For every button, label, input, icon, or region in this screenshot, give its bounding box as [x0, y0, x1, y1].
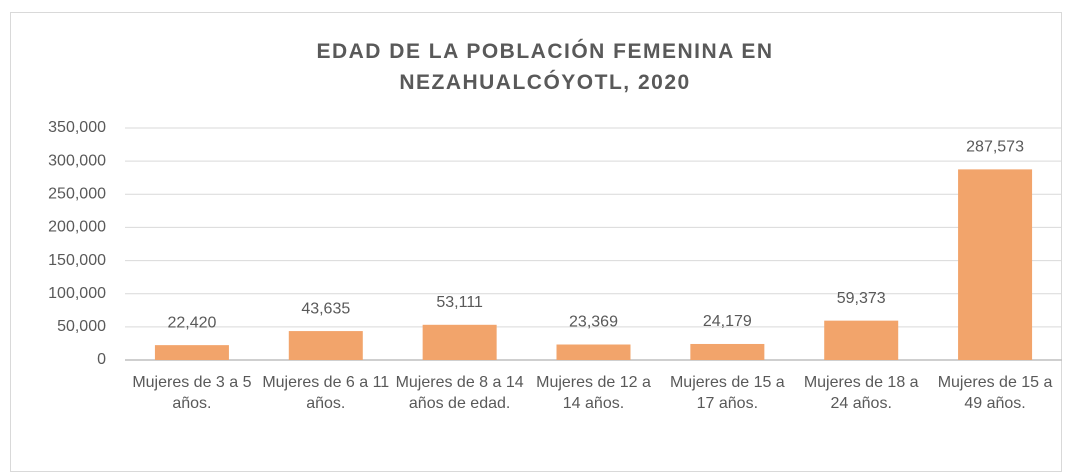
y-tick-label: 50,000: [57, 318, 106, 335]
bar: [958, 169, 1033, 360]
x-tick-label: Mujeres de 8 a 14 años de edad.: [395, 374, 524, 412]
data-label: 43,635: [301, 300, 350, 317]
bar: [824, 320, 899, 360]
data-label: 24,179: [703, 313, 752, 330]
y-tick-label: 100,000: [48, 285, 106, 302]
y-tick-label: 350,000: [48, 119, 106, 136]
data-label: 53,111: [436, 294, 483, 311]
y-tick-label: 150,000: [48, 252, 106, 269]
x-tick-label: Mujeres de 15 a 49 años.: [937, 374, 1053, 412]
y-tick-label: 200,000: [48, 219, 106, 236]
data-label: 287,573: [966, 139, 1024, 156]
bar: [690, 343, 765, 360]
x-tick-label: Mujeres de 12 a 14 años.: [536, 374, 651, 412]
x-tick-label: Mujeres de 3 a 5 años.: [132, 374, 252, 412]
y-tick-label: 250,000: [48, 186, 106, 203]
chart-title: EDAD DE LA POBLACIÓN FEMENINA EN NEZAHUA…: [316, 40, 774, 94]
bar: [422, 324, 497, 360]
bar: [288, 331, 363, 360]
x-tick-label: Mujeres de 6 a 11 años.: [262, 374, 390, 412]
data-label: 59,373: [837, 290, 886, 307]
y-tick-label: 300,000: [48, 152, 106, 169]
x-tick-label: Mujeres de 18 a 24 años.: [803, 374, 919, 412]
y-tick-label: 0: [97, 351, 106, 368]
data-label: 22,420: [167, 314, 216, 331]
bar: [154, 345, 229, 360]
chart: 0 50,000 100,000 150,000 200,000 250,000 300,0…: [48, 119, 1062, 368]
data-label: 23,369: [569, 314, 618, 331]
chart-area: EDAD DE LA POBLACIÓN FEMENINA EN NEZAHUA…: [10, 12, 1062, 472]
bar: [556, 344, 631, 360]
x-tick-label: Mujeres de 15 a 17 años.: [669, 374, 785, 412]
